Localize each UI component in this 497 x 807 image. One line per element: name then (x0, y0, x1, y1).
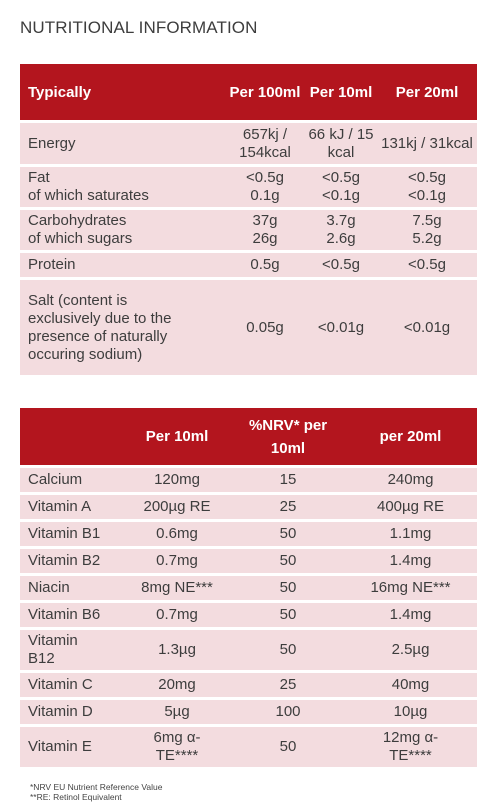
table-row: Vitamin C 20mg 25 40mg (20, 673, 477, 697)
row-label: Niacin (20, 576, 122, 600)
value-per-20ml: 1.4mg (344, 603, 477, 627)
value-per-10ml: 3.7g 2.6g (305, 210, 377, 250)
table-row: Vitamin B2 0.7mg 50 1.4mg (20, 549, 477, 573)
value-per-20ml: 240mg (344, 468, 477, 492)
table-row: Niacin 8mg NE*** 50 16mg NE*** (20, 576, 477, 600)
table-row: Vitamin B6 0.7mg 50 1.4mg (20, 603, 477, 627)
value-per-20ml: 12mg α-TE**** (344, 727, 477, 767)
row-label: Vitamin D (20, 700, 122, 724)
row-label: Protein (20, 253, 225, 277)
value-per-20ml: 7.5g 5.2g (377, 210, 477, 250)
value-nrv: 50 (232, 576, 344, 600)
row-label: Vitamin B1 (20, 522, 122, 546)
value-per-20ml: 400µg RE (344, 495, 477, 519)
value-nrv: 15 (232, 468, 344, 492)
header-typically: Typically (20, 64, 225, 120)
value-per-100ml: 0.05g (225, 280, 305, 375)
header-nutrient (20, 408, 122, 465)
value-per-10ml: 5µg (122, 700, 232, 724)
value-per-100ml: 0.5g (225, 253, 305, 277)
table-row: Protein 0.5g <0.5g <0.5g (20, 253, 477, 277)
table-row: Vitamin D 5µg 100 10µg (20, 700, 477, 724)
table-row: Energy 657kj / 154kcal 66 kJ / 15 kcal 1… (20, 123, 477, 164)
row-label: Vitamin C (20, 673, 122, 697)
footnote: *NRV EU Nutrient Reference Value (30, 782, 163, 792)
header-per-100ml: Per 100ml (225, 64, 305, 120)
value-per-20ml: 1.4mg (344, 549, 477, 573)
table-row: Vitamin E 6mg α-TE**** 50 12mg α-TE**** (20, 727, 477, 767)
table-row: Vitamin B1 0.6mg 50 1.1mg (20, 522, 477, 546)
value-per-20ml: <0.5g (377, 253, 477, 277)
header-per-20ml: per 20ml (344, 408, 477, 465)
nutrition-table: Typically Per 100ml Per 10ml Per 20ml En… (20, 61, 477, 378)
row-label: Energy (20, 123, 225, 164)
row-label: Vitamin B12 (20, 630, 122, 670)
value-per-10ml: 8mg NE*** (122, 576, 232, 600)
value-per-20ml: 10µg (344, 700, 477, 724)
value-per-20ml: 1.1mg (344, 522, 477, 546)
row-label: Salt (content is exclusively due to the … (20, 280, 225, 375)
header-per-10ml: Per 10ml (122, 408, 232, 465)
value-per-10ml: 0.7mg (122, 603, 232, 627)
row-label: Carbohydrates of which sugars (20, 210, 225, 250)
value-nrv: 25 (232, 495, 344, 519)
value-per-10ml: 20mg (122, 673, 232, 697)
value-nrv: 100 (232, 700, 344, 724)
footnote: **RE: Retinol Equivalent (30, 792, 122, 802)
value-per-100ml: 37g 26g (225, 210, 305, 250)
value-per-20ml: 16mg NE*** (344, 576, 477, 600)
nutrition-table-header: Typically Per 100ml Per 10ml Per 20ml (20, 64, 477, 120)
row-label: Fat of which saturates (20, 167, 225, 207)
value-per-20ml: 2.5µg (344, 630, 477, 670)
header-nrv-per-10ml: %NRV* per 10ml (232, 408, 344, 465)
value-per-10ml: 120mg (122, 468, 232, 492)
value-per-10ml: <0.01g (305, 280, 377, 375)
table-row: Salt (content is exclusively due to the … (20, 280, 477, 375)
value-per-10ml: 66 kJ / 15 kcal (305, 123, 377, 164)
section-heading: NUTRITIONAL INFORMATION (20, 18, 258, 37)
value-nrv: 50 (232, 549, 344, 573)
value-per-20ml: <0.5g <0.1g (377, 167, 477, 207)
vitamins-table-header: Per 10ml %NRV* per 10ml per 20ml (20, 408, 477, 465)
value-per-10ml: 6mg α-TE**** (122, 727, 232, 767)
table-row: Calcium 120mg 15 240mg (20, 468, 477, 492)
value-nrv: 50 (232, 603, 344, 627)
table-row: Vitamin A 200µg RE 25 400µg RE (20, 495, 477, 519)
row-label: Vitamin B2 (20, 549, 122, 573)
value-nrv: 25 (232, 673, 344, 697)
value-per-20ml: <0.01g (377, 280, 477, 375)
row-label: Calcium (20, 468, 122, 492)
vitamins-table: Per 10ml %NRV* per 10ml per 20ml Calcium… (20, 405, 477, 770)
value-per-10ml: 1.3µg (122, 630, 232, 670)
value-nrv: 50 (232, 630, 344, 670)
footnotes: *NRV EU Nutrient Reference Value **RE: R… (30, 782, 162, 802)
value-per-100ml: <0.5g 0.1g (225, 167, 305, 207)
value-nrv: 50 (232, 727, 344, 767)
value-text: 657kj / 154kcal (239, 125, 291, 161)
value-nrv: 50 (232, 522, 344, 546)
row-label: Vitamin B6 (20, 603, 122, 627)
table-row: Vitamin B12 1.3µg 50 2.5µg (20, 630, 477, 670)
value-per-10ml: <0.5g (305, 253, 377, 277)
table-row: Carbohydrates of which sugars 37g 26g 3.… (20, 210, 477, 250)
value-per-10ml: 0.6mg (122, 522, 232, 546)
row-label: Vitamin E (20, 727, 122, 767)
value-per-100ml: 657kj / 154kcal (225, 123, 305, 164)
value-per-10ml: <0.5g <0.1g (305, 167, 377, 207)
value-per-10ml: 0.7mg (122, 549, 232, 573)
header-per-20ml: Per 20ml (377, 64, 477, 120)
table-row: Fat of which saturates <0.5g 0.1g <0.5g … (20, 167, 477, 207)
header-per-10ml: Per 10ml (305, 64, 377, 120)
value-per-20ml: 131kj / 31kcal (377, 123, 477, 164)
value-per-10ml: 200µg RE (122, 495, 232, 519)
row-label: Vitamin A (20, 495, 122, 519)
value-per-20ml: 40mg (344, 673, 477, 697)
